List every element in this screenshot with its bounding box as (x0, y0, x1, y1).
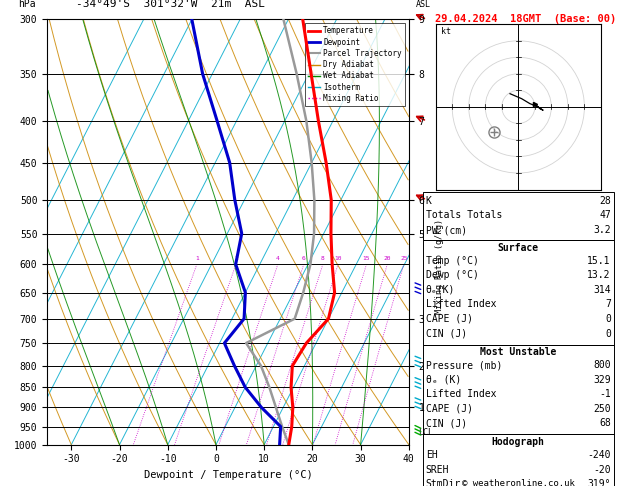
Text: Most Unstable: Most Unstable (480, 347, 557, 358)
Text: Lifted Index: Lifted Index (426, 389, 496, 399)
Text: 29.04.2024  18GMT  (Base: 00): 29.04.2024 18GMT (Base: 00) (435, 14, 616, 24)
Text: 314: 314 (593, 285, 611, 295)
Text: 2: 2 (234, 256, 238, 261)
Text: Mixing Ratio (g/kg): Mixing Ratio (g/kg) (435, 219, 444, 313)
Text: 68: 68 (599, 418, 611, 429)
Text: StmDir: StmDir (426, 479, 461, 486)
Text: 7: 7 (605, 299, 611, 310)
Text: 0: 0 (605, 329, 611, 339)
Text: -1: -1 (599, 389, 611, 399)
X-axis label: Dewpoint / Temperature (°C): Dewpoint / Temperature (°C) (143, 470, 313, 480)
Text: 15.1: 15.1 (587, 256, 611, 266)
Text: 8: 8 (321, 256, 325, 261)
Text: 25: 25 (400, 256, 408, 261)
Text: Hodograph: Hodograph (492, 437, 545, 448)
Text: 1: 1 (195, 256, 199, 261)
Text: -240: -240 (587, 450, 611, 460)
Text: 319°: 319° (587, 479, 611, 486)
Text: 13.2: 13.2 (587, 270, 611, 280)
Text: 800: 800 (593, 360, 611, 370)
Text: Surface: Surface (498, 243, 539, 253)
Text: km
ASL: km ASL (416, 0, 431, 9)
Text: 15: 15 (363, 256, 370, 261)
Text: θₑ(K): θₑ(K) (426, 285, 455, 295)
Text: 250: 250 (593, 404, 611, 414)
Text: hPa: hPa (18, 0, 36, 9)
Text: 6: 6 (302, 256, 306, 261)
Text: -34°49'S  301°32'W  21m  ASL: -34°49'S 301°32'W 21m ASL (76, 0, 265, 9)
Text: Dewp (°C): Dewp (°C) (426, 270, 479, 280)
Text: SREH: SREH (426, 465, 449, 475)
Text: θₑ (K): θₑ (K) (426, 375, 461, 385)
Text: Temp (°C): Temp (°C) (426, 256, 479, 266)
Text: LCL: LCL (418, 428, 433, 437)
Text: 3.2: 3.2 (593, 225, 611, 235)
Text: -20: -20 (593, 465, 611, 475)
Text: EH: EH (426, 450, 438, 460)
Text: 0: 0 (605, 314, 611, 324)
Text: kt: kt (441, 27, 450, 36)
Text: Lifted Index: Lifted Index (426, 299, 496, 310)
Legend: Temperature, Dewpoint, Parcel Trajectory, Dry Adiabat, Wet Adiabat, Isotherm, Mi: Temperature, Dewpoint, Parcel Trajectory… (305, 23, 405, 106)
Text: 4: 4 (276, 256, 280, 261)
Text: Totals Totals: Totals Totals (426, 210, 502, 221)
Text: CIN (J): CIN (J) (426, 418, 467, 429)
Text: 20: 20 (384, 256, 391, 261)
Text: PW (cm): PW (cm) (426, 225, 467, 235)
Text: Pressure (mb): Pressure (mb) (426, 360, 502, 370)
Text: CIN (J): CIN (J) (426, 329, 467, 339)
Text: 47: 47 (599, 210, 611, 221)
Text: CAPE (J): CAPE (J) (426, 314, 473, 324)
Text: © weatheronline.co.uk: © weatheronline.co.uk (462, 479, 575, 486)
Text: 28: 28 (599, 196, 611, 206)
Text: K: K (426, 196, 431, 206)
Text: 10: 10 (334, 256, 342, 261)
Text: CAPE (J): CAPE (J) (426, 404, 473, 414)
Text: 329: 329 (593, 375, 611, 385)
